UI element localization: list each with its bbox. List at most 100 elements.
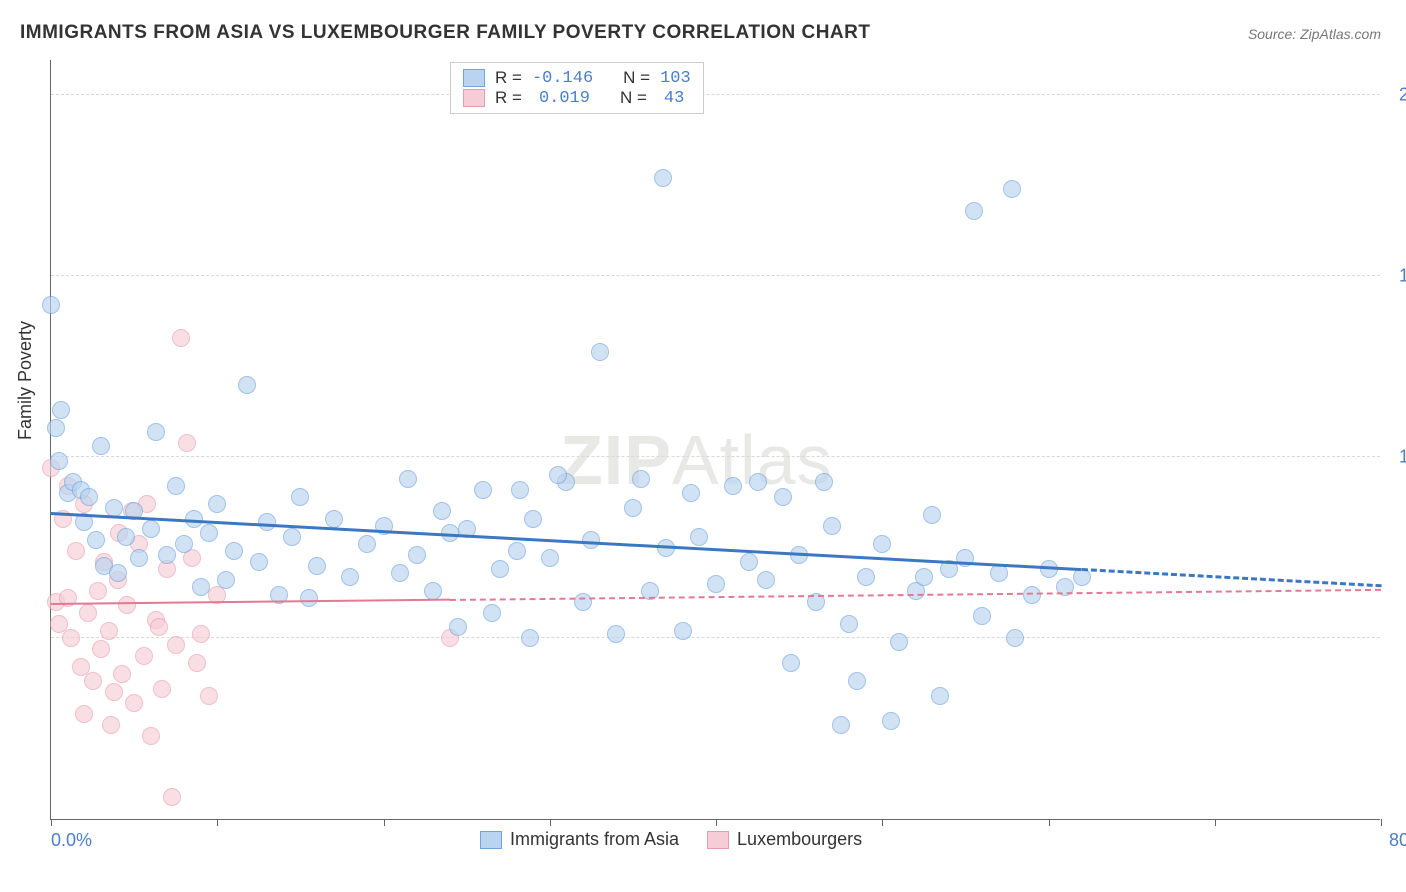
data-point — [113, 665, 131, 683]
data-point — [50, 452, 68, 470]
data-point — [707, 575, 725, 593]
data-point — [52, 401, 70, 419]
data-point — [923, 506, 941, 524]
series-name-lux: Luxembourgers — [737, 829, 862, 850]
data-point — [782, 654, 800, 672]
data-point — [47, 419, 65, 437]
data-point — [690, 528, 708, 546]
data-point — [399, 470, 417, 488]
data-point — [291, 488, 309, 506]
x-tick — [1049, 819, 1050, 826]
x-tick — [1215, 819, 1216, 826]
data-point — [873, 535, 891, 553]
correlation-legend: R = -0.146 N = 103 R = 0.019 N = 43 — [450, 62, 704, 114]
data-point — [67, 542, 85, 560]
data-point — [153, 680, 171, 698]
data-point — [408, 546, 426, 564]
data-point — [491, 560, 509, 578]
data-point — [92, 640, 110, 658]
data-point — [749, 473, 767, 491]
data-point — [325, 510, 343, 528]
gridline — [51, 637, 1380, 638]
data-point — [142, 520, 160, 538]
data-point — [142, 727, 160, 745]
data-point — [200, 687, 218, 705]
x-tick — [882, 819, 883, 826]
data-point — [100, 622, 118, 640]
data-point — [192, 578, 210, 596]
data-point — [474, 481, 492, 499]
data-point — [549, 466, 567, 484]
data-point — [511, 481, 529, 499]
data-point — [118, 596, 136, 614]
legend-item-asia: Immigrants from Asia — [480, 829, 679, 850]
legend-row-lux: R = 0.019 N = 43 — [463, 88, 691, 108]
data-point — [449, 618, 467, 636]
trend-line — [51, 599, 450, 605]
gridline — [51, 456, 1380, 457]
swatch-asia — [480, 831, 502, 849]
data-point — [774, 488, 792, 506]
data-point — [882, 712, 900, 730]
x-tick-label-last: 80.0% — [1389, 830, 1406, 851]
data-point — [75, 705, 93, 723]
series-name-asia: Immigrants from Asia — [510, 829, 679, 850]
data-point — [757, 571, 775, 589]
data-point — [217, 571, 235, 589]
data-point — [857, 568, 875, 586]
data-point — [225, 542, 243, 560]
r-value-asia: -0.146 — [532, 69, 593, 88]
data-point — [79, 604, 97, 622]
data-point — [674, 622, 692, 640]
data-point — [541, 549, 559, 567]
x-tick — [217, 819, 218, 826]
swatch-asia — [463, 69, 485, 87]
data-point — [740, 553, 758, 571]
x-tick — [716, 819, 717, 826]
x-tick-label-first: 0.0% — [51, 830, 92, 851]
data-point — [84, 672, 102, 690]
trend-line — [1082, 568, 1381, 587]
source-attribution: Source: ZipAtlas.com — [1248, 26, 1381, 42]
y-tick-label: 20.0% — [1399, 85, 1406, 106]
data-point — [931, 687, 949, 705]
x-tick — [550, 819, 551, 826]
data-point — [341, 568, 359, 586]
data-point — [158, 546, 176, 564]
data-point — [724, 477, 742, 495]
data-point — [80, 488, 98, 506]
gridline — [51, 275, 1380, 276]
data-point — [92, 437, 110, 455]
data-point — [483, 604, 501, 622]
data-point — [238, 376, 256, 394]
r-label: R = — [495, 88, 522, 108]
data-point — [109, 564, 127, 582]
data-point — [105, 683, 123, 701]
data-point — [188, 654, 206, 672]
data-point — [89, 582, 107, 600]
data-point — [308, 557, 326, 575]
data-point — [591, 343, 609, 361]
data-point — [300, 589, 318, 607]
data-point — [1006, 629, 1024, 647]
data-point — [823, 517, 841, 535]
r-value-lux: 0.019 — [532, 89, 590, 108]
swatch-lux — [463, 89, 485, 107]
data-point — [358, 535, 376, 553]
data-point — [130, 549, 148, 567]
data-point — [125, 694, 143, 712]
data-point — [150, 618, 168, 636]
y-tick-label: 15.0% — [1399, 266, 1406, 287]
data-point — [915, 568, 933, 586]
x-tick — [384, 819, 385, 826]
data-point — [607, 625, 625, 643]
data-point — [178, 434, 196, 452]
data-point — [624, 499, 642, 517]
gridline — [51, 94, 1380, 95]
data-point — [508, 542, 526, 560]
data-point — [175, 535, 193, 553]
data-point — [250, 553, 268, 571]
legend-row-asia: R = -0.146 N = 103 — [463, 68, 691, 88]
data-point — [62, 629, 80, 647]
legend-item-lux: Luxembourgers — [707, 829, 862, 850]
